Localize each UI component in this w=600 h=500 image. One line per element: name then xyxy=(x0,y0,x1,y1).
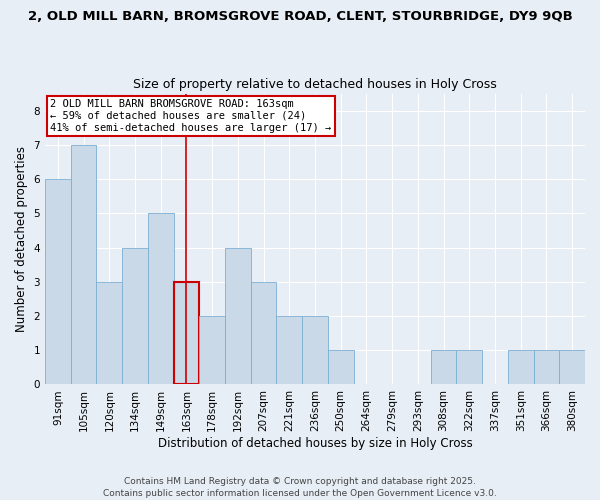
Bar xyxy=(225,248,251,384)
Bar xyxy=(277,316,302,384)
Bar xyxy=(533,350,559,384)
Text: Contains HM Land Registry data © Crown copyright and database right 2025.
Contai: Contains HM Land Registry data © Crown c… xyxy=(103,476,497,498)
Bar xyxy=(251,282,277,384)
Bar xyxy=(302,316,328,384)
Bar xyxy=(173,282,199,384)
Bar xyxy=(559,350,585,384)
Y-axis label: Number of detached properties: Number of detached properties xyxy=(15,146,28,332)
Text: 2 OLD MILL BARN BROMSGROVE ROAD: 163sqm
← 59% of detached houses are smaller (24: 2 OLD MILL BARN BROMSGROVE ROAD: 163sqm … xyxy=(50,100,332,132)
Bar xyxy=(97,282,122,384)
Bar xyxy=(199,316,225,384)
Title: Size of property relative to detached houses in Holy Cross: Size of property relative to detached ho… xyxy=(133,78,497,91)
Bar xyxy=(508,350,533,384)
Text: 2, OLD MILL BARN, BROMSGROVE ROAD, CLENT, STOURBRIDGE, DY9 9QB: 2, OLD MILL BARN, BROMSGROVE ROAD, CLENT… xyxy=(28,10,572,23)
Bar xyxy=(122,248,148,384)
Bar xyxy=(328,350,353,384)
Bar xyxy=(148,214,173,384)
X-axis label: Distribution of detached houses by size in Holy Cross: Distribution of detached houses by size … xyxy=(158,437,472,450)
Bar xyxy=(431,350,457,384)
Bar xyxy=(457,350,482,384)
Bar xyxy=(45,179,71,384)
Bar xyxy=(71,145,97,384)
